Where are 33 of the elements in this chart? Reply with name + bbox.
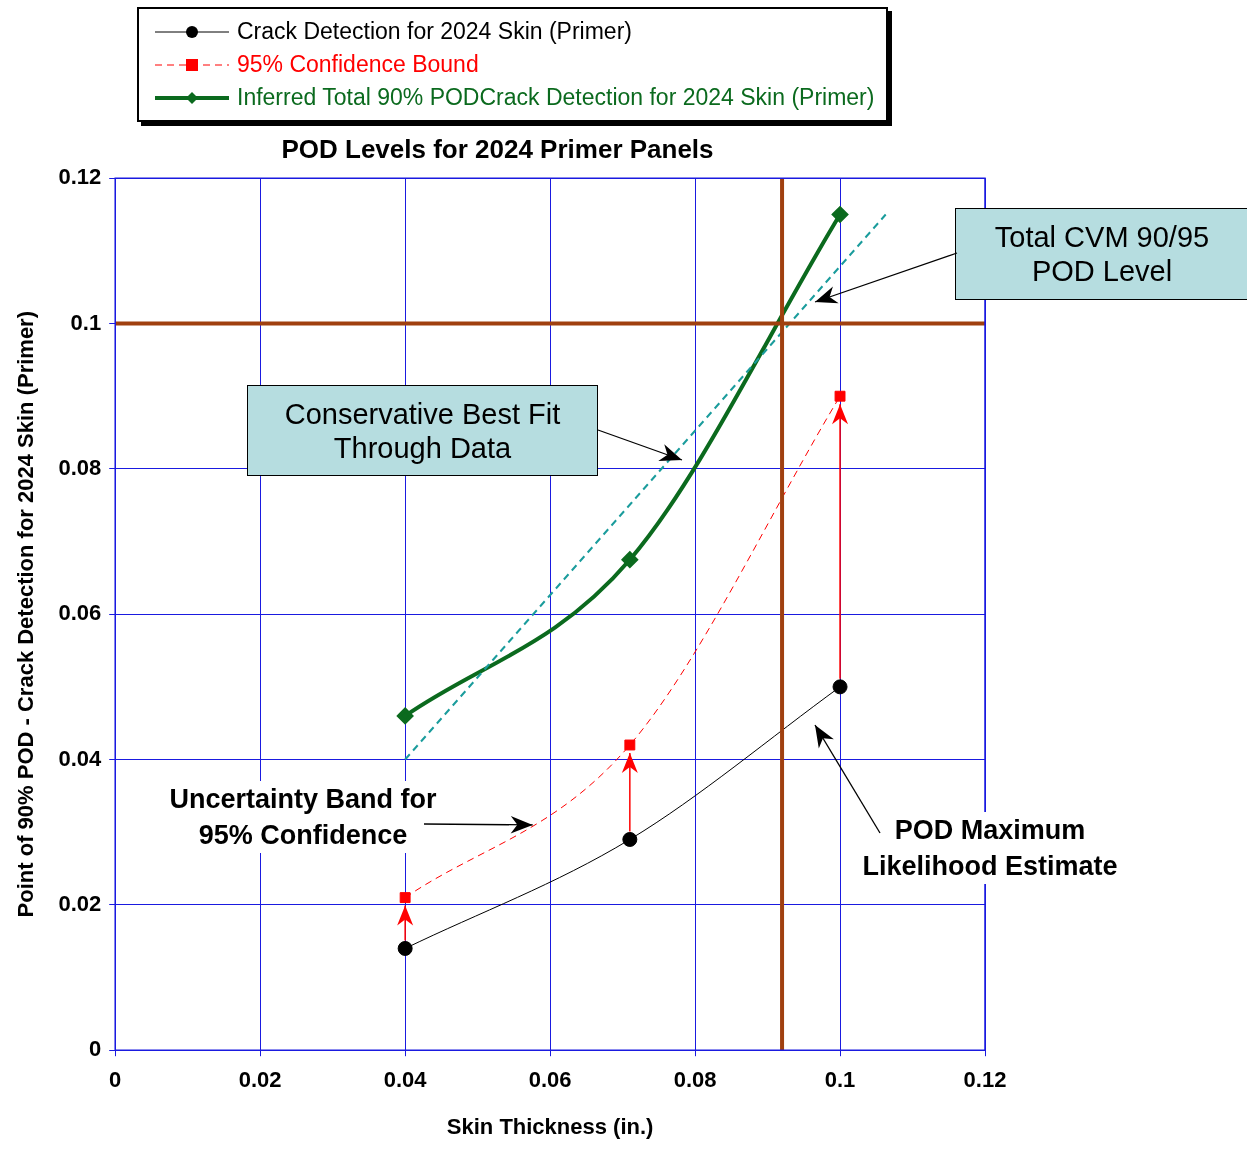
y-tick-label: 0.02 — [58, 890, 102, 916]
x-axis-title: Skin Thickness (in.) — [446, 1113, 654, 1139]
y-axis-title: Point of 90% POD - Crack Detection for 2024 Skin (Primer) — [13, 311, 39, 918]
y-tick-label: 0.06 — [58, 600, 102, 626]
x-tick-label: 0.06 — [528, 1067, 572, 1093]
x-tick-label: 0.12 — [963, 1067, 1007, 1093]
point — [621, 551, 638, 568]
x-tick-label: 0 — [109, 1067, 122, 1093]
point — [832, 206, 849, 223]
x-tick-label: 0.02 — [238, 1067, 282, 1093]
point — [397, 940, 413, 956]
annotation: POD Maximum Likelihood Estimate — [858, 812, 1122, 884]
y-tick-label: 0 — [88, 1036, 102, 1062]
x-tick-label: 0.1 — [824, 1067, 856, 1093]
point — [397, 707, 414, 724]
legend-label: 95% Confidence Bound — [237, 51, 479, 78]
annotation: Conservative Best Fit Through Data — [247, 385, 598, 476]
x-tick-label: 0.04 — [383, 1067, 428, 1093]
point — [832, 679, 848, 695]
point — [399, 892, 411, 904]
y-tick-label: 0.1 — [70, 309, 102, 335]
annotation: Uncertainty Band for 95% Confidence — [165, 781, 441, 853]
legend-label: Crack Detection for 2024 Skin (Primer) — [237, 18, 632, 45]
point — [622, 831, 638, 847]
point — [834, 390, 846, 402]
legend-label: Inferred Total 90% PODCrack Detection for 2024 Skin (Primer) — [237, 84, 875, 111]
y-tick-label: 0.08 — [58, 454, 102, 480]
chart-title: POD Levels for 2024 Primer Panels — [281, 133, 714, 164]
point — [624, 739, 636, 751]
text: Total CVM 90/95 POD Level — [955, 208, 1247, 300]
y-tick-label: 0.04 — [58, 745, 102, 771]
x-tick-label: 0.08 — [673, 1067, 717, 1093]
y-tick-label: 0.12 — [58, 164, 102, 190]
